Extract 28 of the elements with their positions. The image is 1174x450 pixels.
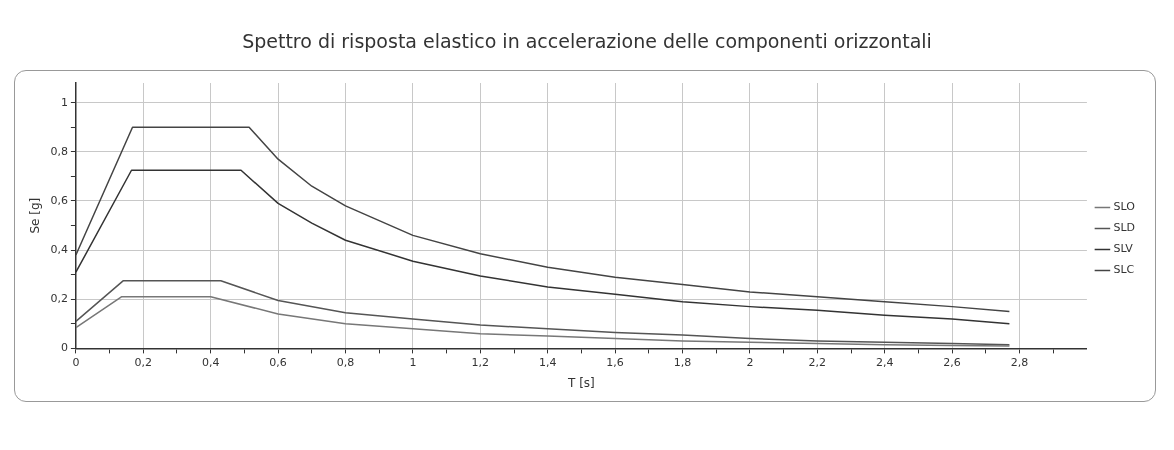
- x-tick-label: 0,6: [269, 355, 287, 369]
- x-tick-label: 0: [72, 355, 80, 369]
- x-tick-label: 2,6: [943, 355, 961, 369]
- x-tick-label: 1,8: [673, 355, 692, 369]
- x-tick-label: 2,2: [808, 355, 827, 369]
- x-tick-label: 2: [746, 355, 754, 369]
- x-tick-label: 1,6: [606, 355, 624, 369]
- legend-label: SLC: [1113, 263, 1135, 277]
- y-tick-label: 0,8: [50, 144, 68, 158]
- x-tick-label: 0,4: [201, 355, 220, 369]
- y-tick-label: 1: [60, 95, 68, 109]
- legend-label: SLD: [1113, 221, 1136, 235]
- x-tick-label: 2,8: [1010, 355, 1029, 369]
- y-tick-label: 0,2: [50, 292, 68, 306]
- x-tick-label: 1,4: [538, 355, 557, 369]
- y-tick-label: 0,6: [50, 193, 68, 207]
- y-tick-label: 0: [60, 341, 68, 355]
- x-tick-label: 0,8: [336, 355, 355, 369]
- legend-label: SLV: [1113, 242, 1134, 256]
- x-tick-label: 2,4: [875, 355, 894, 369]
- chart-title: Spettro di risposta elastico in accelerazione delle componenti orizzontali: [241, 29, 933, 54]
- y-axis-title: Se [g]: [28, 197, 43, 234]
- legend-label: SLO: [1113, 200, 1136, 214]
- y-tick-label: 0,4: [50, 242, 68, 256]
- x-tick-label: 1,2: [471, 355, 490, 369]
- x-tick-label: 0,2: [134, 355, 153, 369]
- x-tick-label: 1: [409, 355, 417, 369]
- x-axis-title: T [s]: [567, 375, 595, 390]
